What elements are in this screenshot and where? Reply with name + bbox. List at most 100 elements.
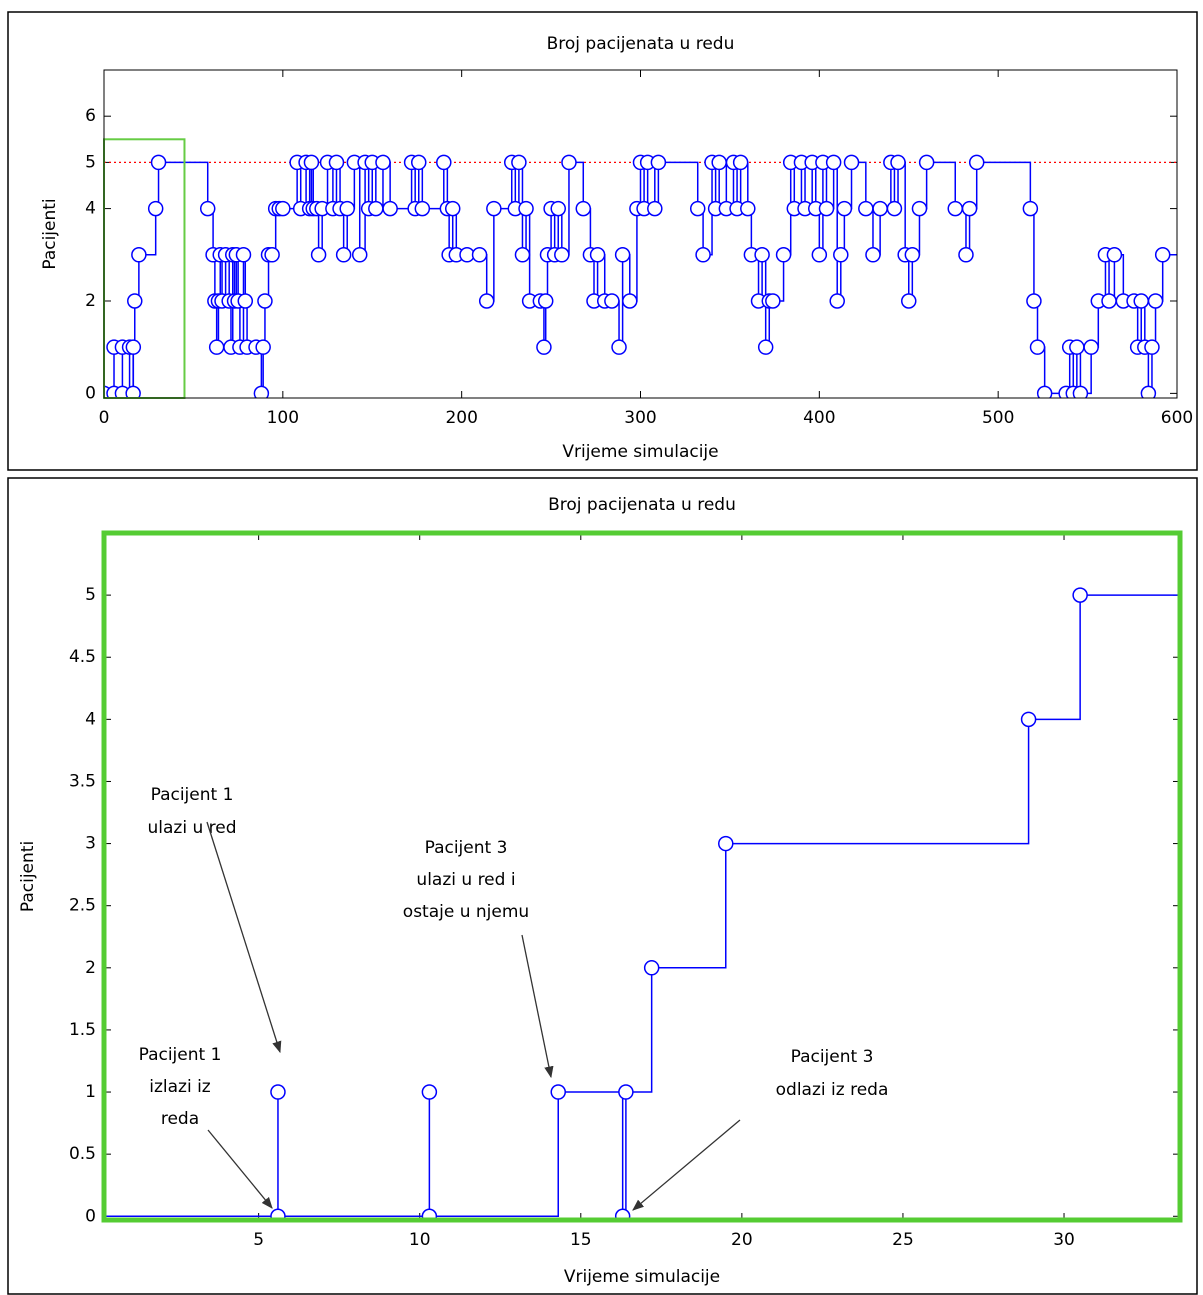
data-point: [536, 339, 552, 355]
data-point: [904, 247, 921, 263]
y-tick-label: 0: [85, 1206, 96, 1226]
data-point: [554, 247, 570, 263]
axes: Broj pacijenata u redu Vrijeme simulacije…: [18, 495, 1183, 1287]
y-tick-label: 2: [85, 958, 96, 978]
data-point: [775, 247, 792, 263]
x-axis-label: Vrijeme simulacije: [564, 1267, 720, 1287]
data-point: [328, 154, 345, 171]
data-point: [486, 200, 502, 217]
data-point: [1072, 587, 1088, 603]
data-point: [537, 293, 554, 309]
data-point: [1154, 247, 1171, 263]
data-point: [1147, 293, 1164, 309]
data-point: [199, 200, 216, 217]
data-point: [421, 1084, 438, 1100]
data-point: [643, 960, 660, 976]
x-tick-label: 100: [267, 408, 299, 428]
data-point: [471, 247, 488, 263]
data-point: [550, 200, 566, 217]
y-tick-label: 2: [85, 291, 96, 311]
data-point: [1101, 293, 1117, 309]
x-tick-label: 600: [1161, 408, 1193, 428]
data-point: [650, 154, 667, 171]
y-tick-label: 1: [85, 1082, 96, 1102]
annotation: Pacijent 1: [151, 785, 234, 805]
x-tick-label: 500: [982, 408, 1014, 428]
chart-title: Broj pacijenata u redu: [547, 34, 735, 54]
data-point: [695, 247, 711, 263]
x-tick-label: 30: [1053, 1230, 1075, 1250]
data-point: [689, 200, 706, 217]
data-point: [1106, 247, 1123, 263]
x-tick-label: 200: [445, 408, 477, 428]
annotation-arrow: [521, 934, 554, 1079]
data-point: [1083, 339, 1099, 355]
data-point: [125, 339, 142, 355]
data-point: [125, 385, 141, 398]
data-point: [375, 154, 391, 171]
data-point: [303, 154, 320, 171]
data-point: [1029, 339, 1046, 355]
data-point: [1144, 339, 1160, 355]
data-point: [829, 293, 845, 309]
data-point: [270, 1208, 286, 1220]
data-point: [604, 293, 620, 309]
annotation: Pacijent 1: [139, 1045, 222, 1065]
data-point: [614, 247, 631, 263]
data-point: [339, 200, 355, 217]
x-tick-label: 15: [570, 1230, 592, 1250]
y-tick-label: 4: [85, 199, 96, 219]
data-point: [765, 293, 781, 309]
x-tick-label: 5: [253, 1230, 264, 1250]
y-tick-label: 1.5: [69, 1020, 96, 1040]
data-point: [150, 154, 167, 171]
data-point: [235, 247, 252, 263]
data-point: [614, 1208, 631, 1220]
data-point: [1036, 385, 1053, 398]
x-tick-label: 300: [624, 408, 656, 428]
annotations: Pacijent 1 ulazi u red Pacijent 1 izlazi…: [139, 785, 889, 1211]
data-point: [147, 200, 164, 217]
x-tick-label: 0: [99, 408, 110, 428]
data-point: [711, 154, 727, 171]
data-point: [958, 247, 974, 263]
y-axis-label: Pacijenti: [40, 198, 60, 269]
y-tick-label: 6: [85, 106, 96, 126]
data-point: [754, 247, 770, 263]
chart-title: Broj pacijenata u redu: [548, 495, 736, 515]
data-point: [410, 154, 427, 171]
y-tick-label: 2.5: [69, 896, 96, 916]
data-point: [1026, 293, 1042, 309]
annotation: odlazi iz reda: [776, 1080, 889, 1100]
data-point: [818, 200, 835, 217]
annotation: ulazi u red: [147, 818, 236, 838]
y-tick-label: 0: [85, 383, 96, 403]
data-point: [127, 293, 143, 309]
annotation-arrow: [206, 821, 282, 1054]
data-point: [208, 339, 225, 355]
data-point: [611, 339, 627, 355]
y-tick-label: 3: [85, 834, 96, 854]
axes-border: [103, 69, 1178, 399]
plot-area: [104, 154, 1177, 398]
data-point: [382, 200, 398, 217]
y-tick-label: 5: [85, 585, 96, 605]
data-point: [833, 247, 849, 263]
data-point: [886, 200, 903, 217]
y-tick-label: 4.5: [69, 647, 96, 667]
data-point: [968, 154, 985, 171]
axes-background: [104, 533, 1180, 1220]
annotation: izlazi iz: [149, 1077, 211, 1097]
data-point: [836, 200, 853, 217]
data-point: [255, 339, 271, 355]
data-point: [622, 293, 638, 309]
data-point: [368, 200, 384, 217]
data-point: [550, 1084, 566, 1100]
data-point: [1140, 385, 1157, 398]
data-point: [335, 247, 352, 263]
x-tick-label: 400: [803, 408, 835, 428]
data-point: [618, 1084, 634, 1100]
data-point: [757, 339, 774, 355]
annotation: Pacijent 3: [425, 838, 508, 858]
annotation-arrow: [632, 1119, 741, 1211]
